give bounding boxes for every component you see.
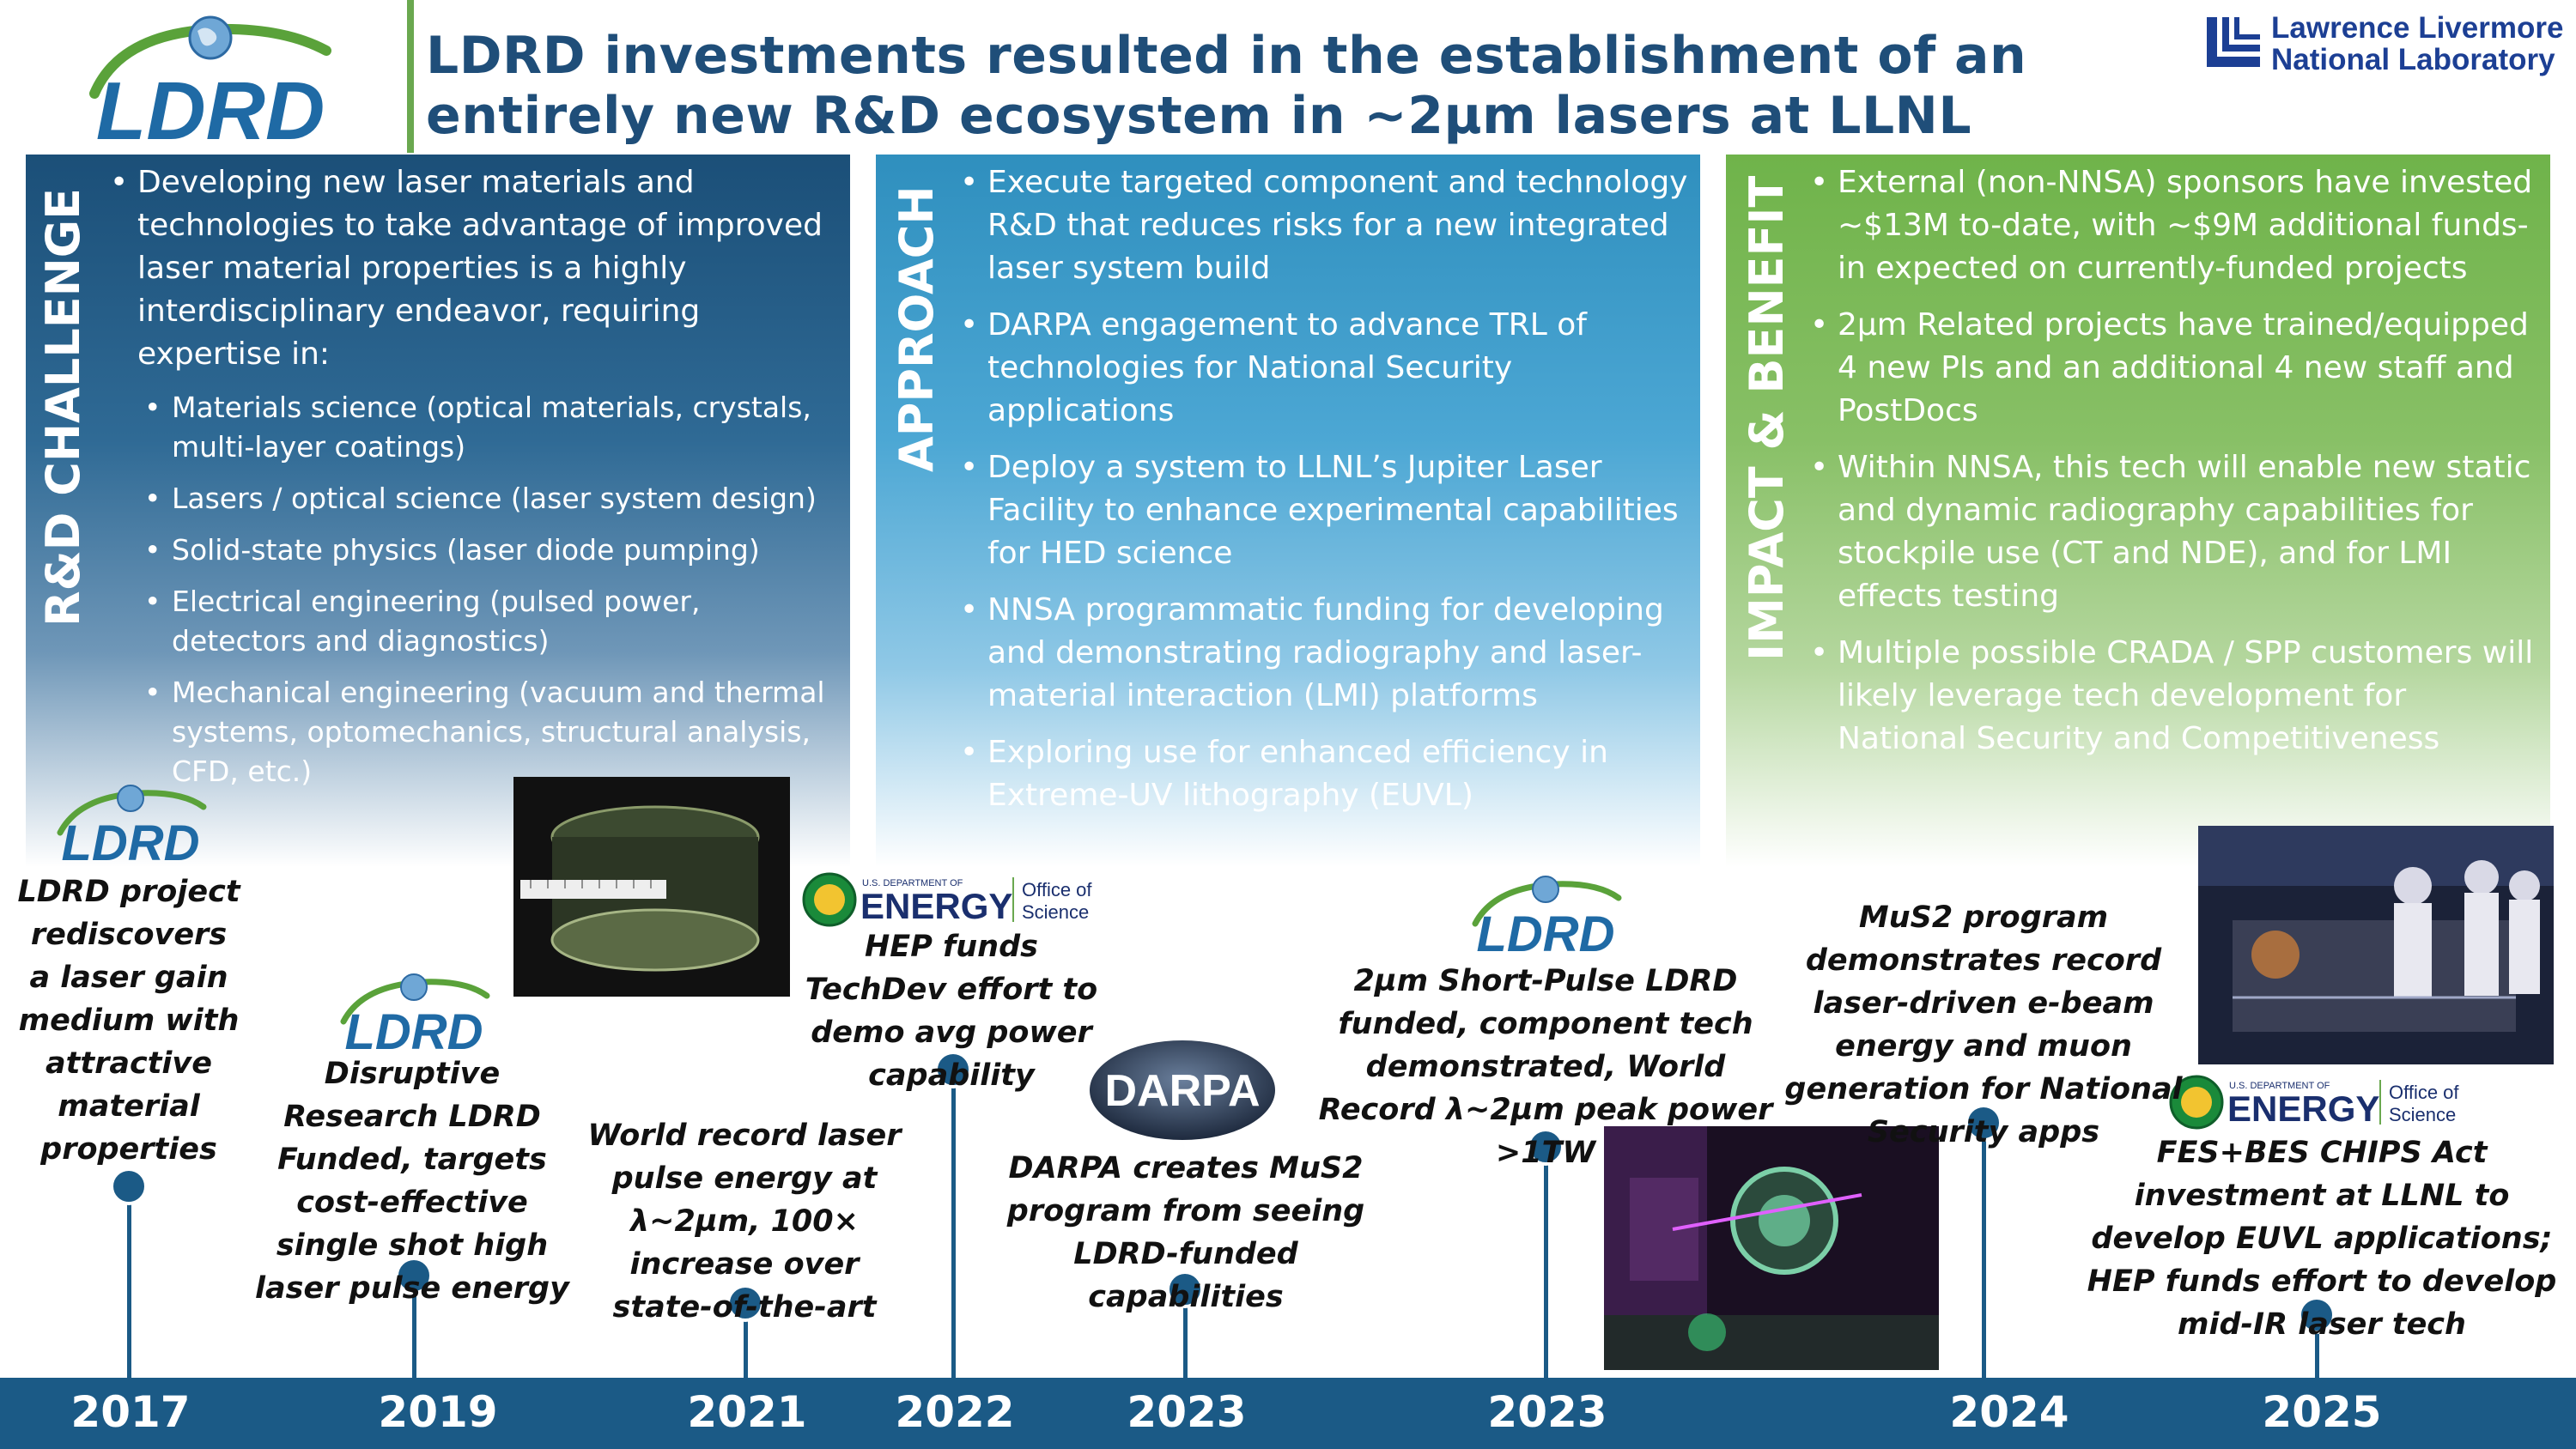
- timeline-stem: [1982, 1121, 1986, 1379]
- svg-text:ENERGY: ENERGY: [2227, 1088, 2379, 1129]
- list-item: Exploring use for enhanced efficiency in…: [953, 731, 1692, 817]
- challenge-panel: R&D CHALLENGE Developing new laser mater…: [26, 155, 850, 867]
- list-item: External (non-NNSA) sponsors have invest…: [1803, 161, 2542, 290]
- list-item: DARPA engagement to advance TRL of techn…: [953, 304, 1692, 433]
- year-label: 2024: [1949, 1387, 2069, 1437]
- year-label: 2023: [1127, 1387, 1247, 1437]
- year-label: 2019: [378, 1387, 498, 1437]
- svg-text:Office of: Office of: [2389, 1082, 2459, 1103]
- list-item: Deploy a system to LLNL’s Jupiter Laser …: [953, 446, 1692, 575]
- timeline-stem: [127, 1185, 131, 1379]
- timeline-stem: [1544, 1145, 1548, 1379]
- ldrd-logo: LDRD: [89, 15, 331, 149]
- page-title: LDRD investments resulted in the establi…: [426, 26, 2143, 146]
- approach-panel: APPROACH Execute targeted component and …: [876, 155, 1700, 867]
- approach-list: Execute targeted component and technolog…: [953, 161, 1692, 831]
- list-item: Developing new laser materials and techn…: [103, 161, 841, 791]
- svg-text:Science: Science: [1022, 901, 1089, 923]
- llnl-emblem-icon: [2207, 17, 2260, 67]
- impact-list: External (non-NNSA) sponsors have invest…: [1803, 161, 2542, 774]
- ldrd-logo: LDRD: [57, 785, 207, 867]
- ldrd-logo: LDRD: [340, 973, 490, 1056]
- year-label: 2023: [1487, 1387, 1607, 1437]
- list-item: Multiple possible CRADA / SPP customers …: [1803, 632, 2542, 761]
- impact-label: IMPACT & BENEFIT: [1740, 175, 1794, 661]
- llnl-logo-text: Lawrence Livermore National Laboratory: [2271, 12, 2563, 76]
- timeline-event: Disruptive Research LDRD Funded, targets…: [255, 1057, 569, 1306]
- lab-personnel-photo: [2198, 826, 2554, 1064]
- laser-lab-photo: [1604, 1126, 1939, 1370]
- timeline-event: HEP funds TechDev effort to demo avg pow…: [805, 930, 1098, 1093]
- impact-panel: IMPACT & BENEFIT External (non-NNSA) spo…: [1726, 155, 2550, 867]
- svg-text:Science: Science: [2389, 1104, 2456, 1125]
- timeline-dot: [1527, 1128, 1564, 1166]
- doe-office-of-science-logo: U.S. DEPARTMENT OF ENERGY Office of Scie…: [802, 872, 1092, 927]
- timeline-dot: [110, 1167, 148, 1205]
- sub-item: Lasers / optical science (laser system d…: [137, 479, 841, 518]
- list-item: Execute targeted component and technolog…: [953, 161, 1692, 290]
- globe-icon: [1532, 876, 1559, 903]
- timeline-stem: [2315, 1313, 2319, 1379]
- svg-text:DARPA: DARPA: [1104, 1066, 1260, 1116]
- svg-text:ENERGY: ENERGY: [860, 886, 1012, 926]
- darpa-logo: DARPA: [1090, 1040, 1275, 1140]
- timeline-event: MuS2 program demonstrates record laser-d…: [1784, 900, 2183, 1149]
- timeline-event: World record laser pulse energy at λ~2µm…: [587, 1119, 902, 1325]
- svg-text:Office of: Office of: [1022, 879, 1092, 900]
- approach-label: APPROACH: [890, 185, 944, 472]
- timeline-dot: [2298, 1296, 2336, 1334]
- timeline-event: LDRD project rediscovers a laser gain me…: [17, 875, 240, 1167]
- svg-text:LDRD: LDRD: [344, 1004, 483, 1056]
- challenge-label: R&D CHALLENGE: [36, 187, 90, 627]
- sub-item: Electrical engineering (pulsed power, de…: [137, 582, 841, 661]
- timeline-dot: [726, 1284, 764, 1322]
- challenge-intro: Developing new laser materials and techn…: [137, 165, 823, 372]
- timeline-event: 2µm Short-Pulse LDRD funded, component t…: [1318, 964, 1773, 1170]
- year-label: 2025: [2262, 1387, 2382, 1437]
- timeline-bar: [0, 1378, 2576, 1449]
- challenge-list: Developing new laser materials and techn…: [103, 161, 841, 805]
- timeline-stem: [1183, 1288, 1188, 1379]
- list-item: NNSA programmatic funding for developing…: [953, 589, 1692, 718]
- sub-item: Materials science (optical materials, cr…: [137, 388, 841, 467]
- timeline-dot: [934, 1051, 972, 1088]
- title-line-1: LDRD investments resulted in the establi…: [426, 26, 2027, 86]
- year-label: 2021: [687, 1387, 807, 1437]
- timeline-stem: [951, 1068, 956, 1379]
- svg-text:LDRD: LDRD: [1476, 906, 1614, 958]
- year-label: 2017: [70, 1387, 191, 1437]
- list-item: 2µm Related projects have trained/equipp…: [1803, 304, 2542, 433]
- timeline-event: FES+BES CHIPS Act investment at LLNL to …: [2087, 1136, 2557, 1342]
- sub-item: Solid-state physics (laser diode pumping…: [137, 530, 841, 570]
- timeline-stem: [412, 1274, 416, 1379]
- svg-text:LDRD: LDRD: [96, 65, 325, 149]
- svg-text:LDRD: LDRD: [61, 815, 199, 867]
- doe-office-of-science-logo: U.S. DEPARTMENT OF ENERGY Office of Scie…: [2169, 1075, 2459, 1130]
- globe-icon: [400, 973, 428, 1001]
- list-item: Within NNSA, this tech will enable new s…: [1803, 446, 2542, 618]
- timeline-event: DARPA creates MuS2 program from seeing L…: [1006, 1151, 1365, 1314]
- header-divider: [407, 0, 414, 153]
- timeline-dot: [1166, 1270, 1204, 1308]
- timeline-dot: [395, 1257, 433, 1294]
- llnl-line-2: National Laboratory: [2271, 43, 2555, 76]
- svg-text:U.S. DEPARTMENT OF: U.S. DEPARTMENT OF: [2229, 1081, 2330, 1091]
- year-label: 2022: [895, 1387, 1015, 1437]
- sub-item: Mechanical engineering (vacuum and therm…: [137, 673, 841, 791]
- challenge-sublist: Materials science (optical materials, cr…: [137, 388, 841, 791]
- svg-text:U.S. DEPARTMENT OF: U.S. DEPARTMENT OF: [862, 878, 963, 888]
- timeline-stem: [744, 1301, 748, 1379]
- timeline-dot: [1965, 1104, 2002, 1142]
- llnl-line-1: Lawrence Livermore: [2271, 11, 2564, 45]
- title-line-2: entirely new R&D ecosystem in ~2µm laser…: [426, 86, 1972, 146]
- globe-icon: [117, 785, 144, 812]
- crystal-photo: [513, 777, 790, 997]
- ldrd-logo: LDRD: [1472, 876, 1622, 958]
